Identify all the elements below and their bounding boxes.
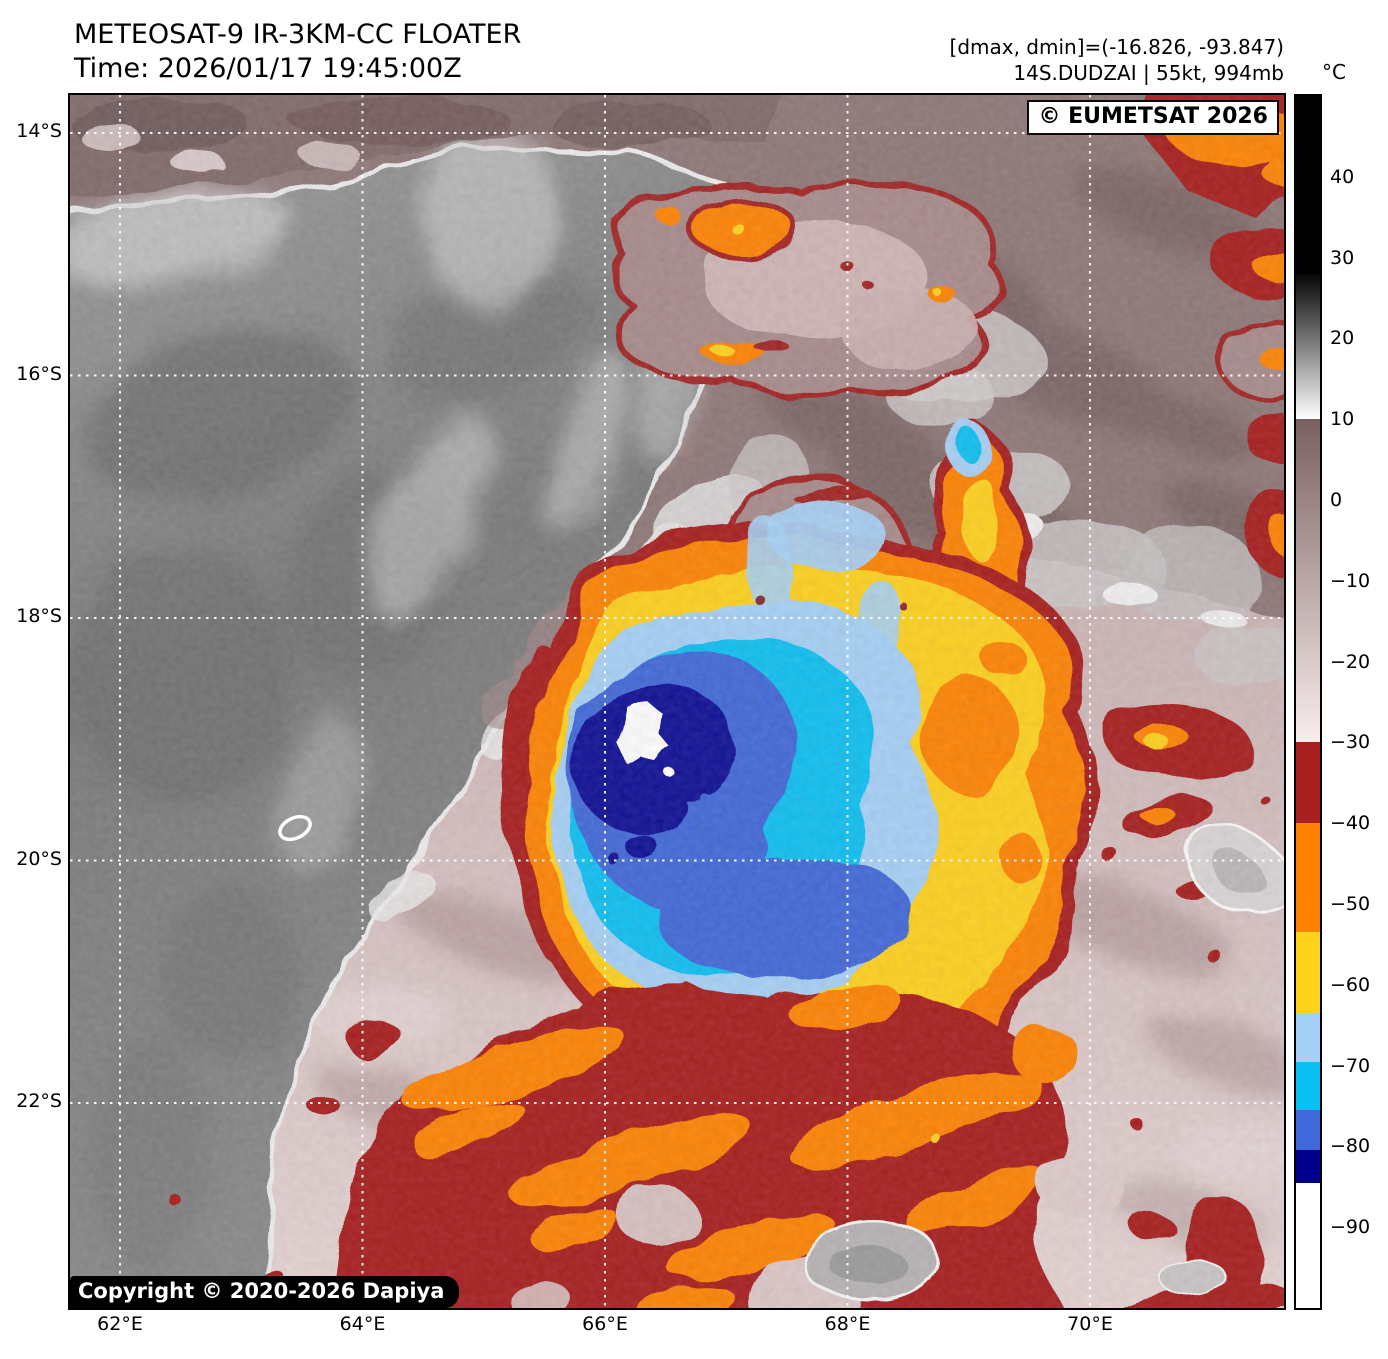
colorbar-tick-label: 20 bbox=[1330, 327, 1355, 350]
lon-tick-label: 62°E bbox=[97, 1313, 143, 1335]
dmax-dmin-readout: [dmax, dmin]=(-16.826, -93.847) bbox=[949, 35, 1284, 59]
colorbar-segment bbox=[1296, 742, 1320, 824]
lat-tick-label: 16°S bbox=[16, 362, 62, 385]
satellite-scene bbox=[70, 95, 1284, 1308]
colorbar-segment bbox=[1296, 1061, 1320, 1111]
colorbar-tick-label: 30 bbox=[1330, 246, 1355, 269]
timestamp: Time: 2026/01/17 19:45:00Z bbox=[74, 53, 462, 84]
colorbar-tick-label: −50 bbox=[1330, 893, 1371, 915]
colorbar-tick-label: −90 bbox=[1330, 1216, 1371, 1239]
colorbar-tick-label: 40 bbox=[1330, 165, 1355, 188]
colorbar-segment bbox=[1296, 1182, 1320, 1308]
map-plot-area: © EUMETSAT 2026 Copyright © 2020-2026 Da… bbox=[68, 93, 1286, 1310]
colorbar-segment bbox=[1296, 1013, 1320, 1062]
colorbar-segment bbox=[1296, 1150, 1320, 1183]
lat-tick-label: 18°S bbox=[16, 605, 62, 627]
colorbar-tick-label: 10 bbox=[1330, 408, 1355, 431]
lon-tick-label: 64°E bbox=[339, 1313, 386, 1335]
header: METEOSAT-9 IR-3KM-CC FLOATER Time: 2026/… bbox=[74, 18, 521, 86]
grain-light bbox=[70, 95, 1284, 1308]
colorbar-segment bbox=[1296, 1110, 1320, 1151]
colorbar-tick-label: −30 bbox=[1330, 731, 1371, 754]
colorbar-tick-label: −10 bbox=[1330, 569, 1371, 592]
colorbar-unit-label: °C bbox=[1322, 60, 1346, 84]
colorbar-segment bbox=[1296, 823, 1320, 933]
latitude-axis: 14°S 16°S 18°S 20°S 22°S bbox=[0, 93, 62, 1310]
colorbar-tick-label: −70 bbox=[1330, 1054, 1371, 1077]
colorbar-tick-label: −60 bbox=[1330, 973, 1371, 996]
copyright-badge: Copyright © 2020-2026 Dapiya bbox=[70, 1276, 460, 1308]
lon-tick-label: 70°E bbox=[1067, 1313, 1113, 1335]
storm-info-readout: 14S.DUDZAI | 55kt, 994mb bbox=[1013, 61, 1284, 85]
lat-tick-label: 22°S bbox=[16, 1090, 62, 1112]
lat-tick-label: 14°S bbox=[16, 120, 62, 142]
colorbar-segment bbox=[1296, 932, 1320, 1014]
lat-tick-label: 20°S bbox=[16, 847, 62, 870]
colorbar-tick-label: −40 bbox=[1330, 812, 1371, 835]
colorbar-tick-label: −20 bbox=[1330, 650, 1371, 673]
colorbar-tick-label: 0 bbox=[1330, 489, 1343, 511]
lon-tick-label: 68°E bbox=[824, 1313, 871, 1335]
longitude-axis: 62°E 64°E 66°E 68°E 70°E bbox=[70, 1313, 1284, 1339]
temperature-colorbar bbox=[1294, 94, 1322, 1310]
colorbar-segment bbox=[1296, 419, 1320, 743]
colorbar-tick-labels: 40 30 20 10 0 −10 −20 −30 −40 −50 −60 −70 −80 −90 bbox=[1330, 96, 1388, 1308]
header-stats: [dmax, dmin]=(-16.826, -93.847) 14S.DUDZ… bbox=[950, 34, 1284, 86]
colorbar-segment bbox=[1296, 96, 1320, 274]
lon-tick-label: 66°E bbox=[582, 1313, 628, 1335]
graticule bbox=[70, 95, 1284, 1308]
colorbar-tick-label: −80 bbox=[1330, 1135, 1371, 1158]
page-title: METEOSAT-9 IR-3KM-CC FLOATER bbox=[74, 19, 522, 50]
colorbar-segment bbox=[1296, 273, 1320, 420]
provider-watermark: © EUMETSAT 2026 bbox=[1027, 100, 1279, 135]
storm-position-marker bbox=[278, 814, 312, 842]
